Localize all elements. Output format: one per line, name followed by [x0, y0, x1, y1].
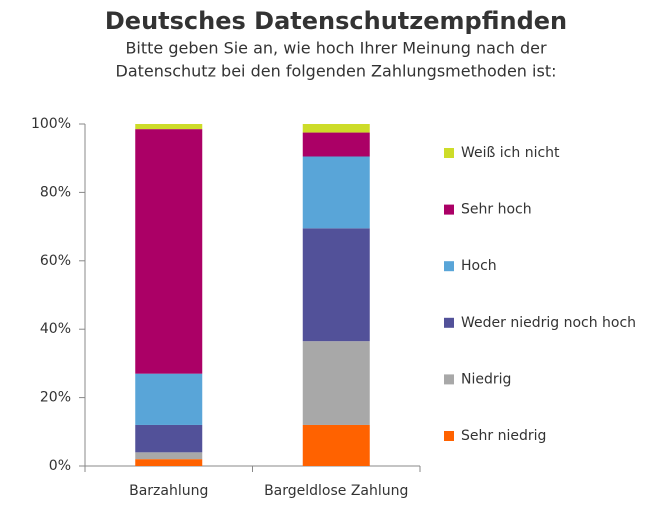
legend-label: Sehr hoch	[461, 202, 532, 218]
bar-segment	[135, 124, 203, 130]
legend-label: Hoch	[461, 258, 497, 274]
y-tick-label: 0%	[49, 458, 71, 474]
legend-swatch	[444, 148, 454, 158]
bar-segment	[302, 156, 370, 229]
bar-segment	[302, 424, 370, 466]
legend-label: Weder niedrig noch hoch	[461, 315, 636, 331]
legend-swatch	[444, 374, 454, 385]
bar-segment	[135, 129, 203, 374]
bar-segment	[302, 124, 370, 133]
chart-title: Deutsches Datenschutzempfinden	[105, 7, 567, 35]
y-tick-label: 60%	[40, 253, 71, 269]
bar-segment	[135, 424, 203, 453]
legend-swatch	[444, 431, 454, 441]
bar-segment	[302, 341, 370, 425]
subtitle: Bitte geben Sie an, wie hoch Ihrer Meinu…	[125, 39, 547, 58]
legend-swatch	[444, 261, 454, 272]
bar-segment	[135, 373, 203, 425]
legend-label: Sehr niedrig	[461, 428, 546, 444]
legend-label: Niedrig	[461, 371, 511, 387]
y-tick-label: 40%	[40, 321, 71, 337]
bar-segment	[302, 132, 370, 157]
legend-label: Weiß ich nicht	[461, 145, 560, 161]
y-tick-label: 80%	[40, 184, 71, 200]
legend-swatch	[444, 317, 454, 328]
subtitle: Datenschutz bei den folgenden Zahlungsme…	[116, 62, 557, 81]
bar-segment	[302, 228, 370, 342]
bar-segment	[135, 459, 203, 466]
y-tick-label: 20%	[40, 390, 71, 406]
x-tick-label: Barzahlung	[129, 483, 208, 499]
legend-swatch	[444, 204, 454, 215]
bar-segment	[135, 452, 203, 460]
x-tick-label: Bargeldlose Zahlung	[264, 483, 408, 499]
y-tick-label: 100%	[31, 116, 71, 132]
